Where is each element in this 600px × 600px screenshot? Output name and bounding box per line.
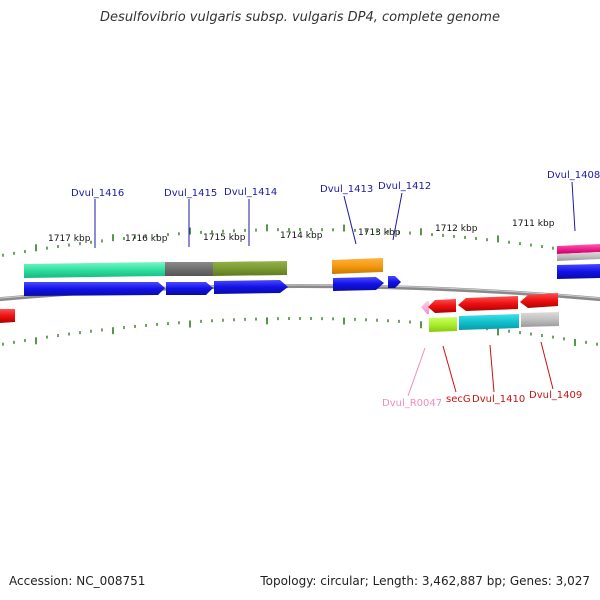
cds-arrow-dvul-1412[interactable] <box>388 276 401 288</box>
cds-arrow-secg[interactable] <box>428 299 456 313</box>
feature-dvul-1413-gene[interactable] <box>332 258 383 274</box>
feature-dvul-1414-gene[interactable] <box>213 261 287 276</box>
feature-dvul-1415-gene[interactable] <box>165 262 213 276</box>
leader-secg <box>442 345 457 393</box>
genes-label: Genes: <box>509 574 552 588</box>
feature-dvul-1408-gene-magenta[interactable] <box>557 244 600 254</box>
topology-value: circular <box>320 574 365 588</box>
cds-arrow-dvul-1416[interactable] <box>24 282 165 296</box>
genome-summary: Topology: circular; Length: 3,462,887 bp… <box>260 574 590 588</box>
accession-info: Accession: NC_008751 <box>9 574 145 588</box>
gene-label-dvul-1414[interactable]: Dvul_1414 <box>224 187 277 198</box>
leader-dvul-1412 <box>392 192 403 241</box>
leader-dvul-1409 <box>540 341 554 390</box>
leader-dvul-1413 <box>343 195 357 245</box>
feature-dvul-1410-gene[interactable] <box>459 314 519 330</box>
scale-ticks-top <box>2 224 598 257</box>
scale-label-1715: 1715 kbp <box>203 233 246 243</box>
reverse-gene-features <box>429 312 559 332</box>
gene-label-dvul-1415[interactable]: Dvul_1415 <box>164 188 217 199</box>
cds-arrow-dvul-1410[interactable] <box>458 296 518 311</box>
gene-label-secg[interactable]: secG <box>446 394 471 405</box>
genes-value: 3,027 <box>555 574 590 588</box>
label-leader-lines <box>94 181 576 397</box>
feature-dvul-1409-gene[interactable] <box>521 312 559 327</box>
accession-value: NC_008751 <box>76 574 146 588</box>
scale-labels: 1717 kbp 1716 kbp 1715 kbp 1714 kbp 1713… <box>48 219 555 244</box>
gene-label-dvul-1409[interactable]: Dvul_1409 <box>529 390 582 401</box>
gene-label-dvul-1408[interactable]: Dvul_1408 <box>547 170 600 181</box>
feature-dvul-1416-gene[interactable] <box>24 262 165 278</box>
scale-label-1713: 1713 kbp <box>358 228 401 238</box>
leader-dvul-1408 <box>571 181 576 232</box>
cds-arrow-left-edge[interactable] <box>0 309 15 323</box>
map-title: Desulfovibrio vulgaris subsp. vulgaris D… <box>100 10 500 25</box>
gene-labels: Dvul_1416 Dvul_1415 Dvul_1414 Dvul_1413 … <box>71 170 600 409</box>
forward-gene-features <box>24 244 600 278</box>
gene-label-dvul-1413[interactable]: Dvul_1413 <box>320 184 373 195</box>
reverse-cds-arrows <box>0 293 558 323</box>
cds-arrow-dvul-1413[interactable] <box>333 277 384 291</box>
feature-dvul-1408-gene-gray[interactable] <box>557 252 600 261</box>
cds-arrow-dvul-1409[interactable] <box>520 293 558 308</box>
length-label: Length: <box>372 574 419 588</box>
cds-arrow-dvul-1408[interactable] <box>557 264 600 279</box>
cds-arrow-dvul-1414[interactable] <box>214 280 288 294</box>
forward-cds-arrows <box>24 264 600 296</box>
gene-label-dvul-r0047[interactable]: Dvul_R0047 <box>382 398 442 409</box>
cds-arrow-dvul-1415[interactable] <box>166 282 213 295</box>
topology-label: Topology: <box>260 574 317 588</box>
gene-label-dvul-1412[interactable]: Dvul_1412 <box>378 181 431 192</box>
feature-secg-gene[interactable] <box>429 317 457 332</box>
scale-label-1714: 1714 kbp <box>280 231 323 241</box>
gene-label-dvul-1410[interactable]: Dvul_1410 <box>472 394 525 405</box>
length-value: 3,462,887 bp <box>421 574 502 588</box>
scale-label-1712: 1712 kbp <box>435 224 478 234</box>
scale-label-1716: 1716 kbp <box>125 234 168 244</box>
gene-label-dvul-1416[interactable]: Dvul_1416 <box>71 188 124 199</box>
cds-arrow-dvul-r0047[interactable] <box>421 301 429 314</box>
scale-label-1711: 1711 kbp <box>512 219 555 229</box>
accession-label: Accession: <box>9 574 73 588</box>
scale-label-1717: 1717 kbp <box>48 234 91 244</box>
leader-dvul-1410 <box>489 344 495 393</box>
leader-dvul-r0047 <box>407 347 426 397</box>
